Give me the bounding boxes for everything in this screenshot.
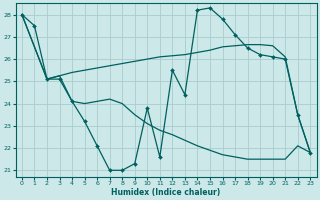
X-axis label: Humidex (Indice chaleur): Humidex (Indice chaleur) <box>111 188 221 197</box>
